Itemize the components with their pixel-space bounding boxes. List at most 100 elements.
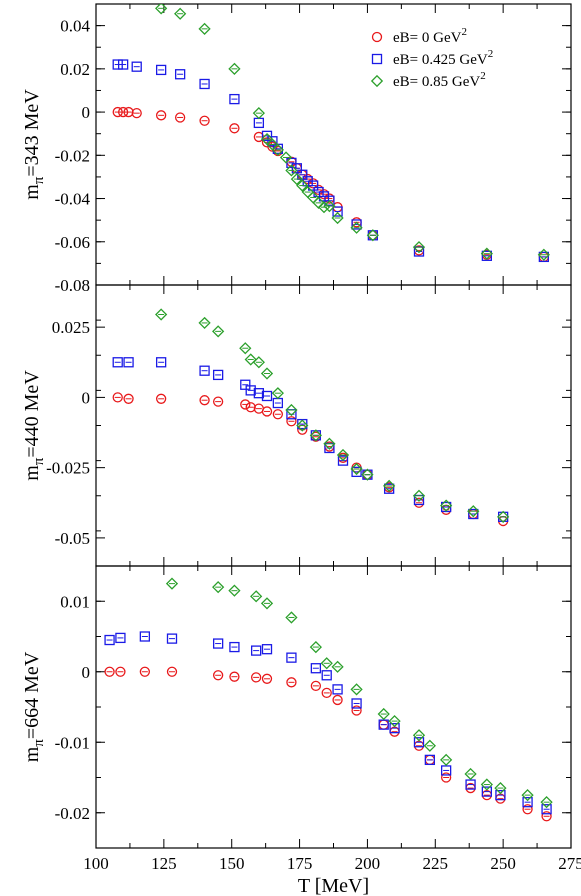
point-square	[199, 365, 210, 376]
data-points	[112, 4, 550, 263]
point-square	[261, 390, 273, 402]
point-circle	[351, 705, 362, 716]
point-circle	[261, 406, 273, 417]
point-diamond	[480, 778, 493, 791]
point-circle	[286, 677, 297, 688]
point-square	[199, 78, 210, 90]
y-axis-label: mπ=664 MeV	[21, 651, 47, 762]
point-square	[538, 251, 550, 263]
point-diamond	[285, 403, 298, 417]
point-diamond	[296, 419, 309, 432]
data-points	[112, 308, 510, 527]
y-axis-label: mπ=440 MeV	[21, 370, 47, 481]
point-square	[261, 130, 273, 142]
plot-frame	[95, 3, 572, 286]
point-circle	[139, 666, 151, 677]
point-circle	[229, 671, 240, 682]
point-diamond	[312, 196, 325, 209]
point-square	[424, 754, 436, 766]
point-square	[166, 633, 178, 644]
point-diamond	[271, 387, 284, 400]
point-diamond	[250, 590, 263, 603]
point-diamond	[377, 707, 390, 721]
x-axis-label: T [MeV]	[298, 875, 369, 896]
point-circle	[123, 393, 134, 404]
point-square	[112, 357, 123, 368]
point-circle	[261, 673, 273, 684]
point-diamond	[540, 796, 553, 809]
legend-square-marker	[371, 53, 383, 65]
point-diamond	[350, 221, 363, 234]
point-circle	[321, 687, 332, 699]
point-diamond	[239, 342, 252, 355]
point-diamond	[155, 4, 168, 15]
point-diamond	[412, 489, 426, 502]
point-square	[212, 369, 224, 381]
x-tick-label: 275	[558, 854, 581, 873]
x-tick-label: 125	[151, 854, 177, 873]
point-square	[291, 163, 303, 174]
point-diamond	[198, 316, 211, 330]
point-circle	[240, 399, 251, 410]
legend-diamond-marker	[370, 74, 384, 88]
point-circle	[199, 395, 210, 406]
point-square	[174, 69, 186, 80]
point-circle	[166, 666, 178, 677]
point-diamond	[480, 247, 493, 260]
point-square	[468, 508, 479, 520]
point-square	[351, 698, 362, 709]
point-diamond	[497, 510, 510, 523]
point-square	[481, 250, 493, 261]
y-tick-label: -0.01	[55, 733, 90, 752]
point-diamond	[323, 199, 336, 213]
point-diamond	[165, 577, 179, 590]
point-diamond	[440, 753, 453, 766]
point-diamond	[467, 505, 480, 518]
point-square	[104, 634, 115, 646]
panel-mpi-343: 0.04 0.02 0 -0.02 -0.04 -0.06 -0.08 mπ=343 MeV e…	[21, 3, 572, 295]
plot-frame	[95, 565, 572, 849]
y-tick-label: -0.05	[55, 529, 90, 548]
point-circle	[123, 106, 134, 118]
legend-circle-marker	[371, 31, 383, 43]
point-square	[351, 219, 362, 230]
point-diamond	[212, 325, 225, 338]
point-square	[351, 466, 362, 478]
point-diamond	[252, 356, 265, 369]
point-diamond	[350, 683, 363, 696]
point-circle	[272, 409, 284, 420]
point-diamond	[336, 448, 350, 462]
point-diamond	[174, 7, 187, 20]
point-diamond	[537, 248, 550, 261]
point-square	[522, 797, 533, 808]
point-diamond	[309, 640, 322, 654]
point-diamond	[331, 211, 344, 225]
y-tick-label: 0.025	[52, 318, 90, 337]
point-circle	[522, 804, 533, 815]
point-circle	[104, 666, 115, 677]
point-square	[307, 180, 319, 191]
point-diamond	[412, 241, 426, 254]
y-axis-label: mπ=343 MeV	[21, 89, 47, 200]
point-circle	[541, 811, 552, 822]
point-diamond	[440, 499, 453, 512]
y-tick-label: 0	[82, 663, 91, 682]
x-tick-label: 100	[83, 854, 109, 873]
point-diamond	[423, 739, 436, 752]
point-diamond	[464, 767, 477, 781]
point-square	[229, 641, 240, 653]
point-circle	[112, 392, 123, 403]
x-tick-label: 150	[219, 854, 245, 873]
point-diamond	[317, 201, 331, 214]
point-square	[212, 638, 224, 649]
point-circle	[212, 670, 224, 681]
point-diamond	[309, 429, 322, 442]
x-tick-label: 175	[287, 854, 313, 873]
point-diamond	[331, 660, 344, 673]
point-square	[321, 670, 332, 681]
point-diamond	[521, 789, 534, 802]
x-tick-label: 200	[355, 854, 381, 873]
point-circle	[229, 123, 240, 134]
point-diamond	[155, 308, 168, 321]
